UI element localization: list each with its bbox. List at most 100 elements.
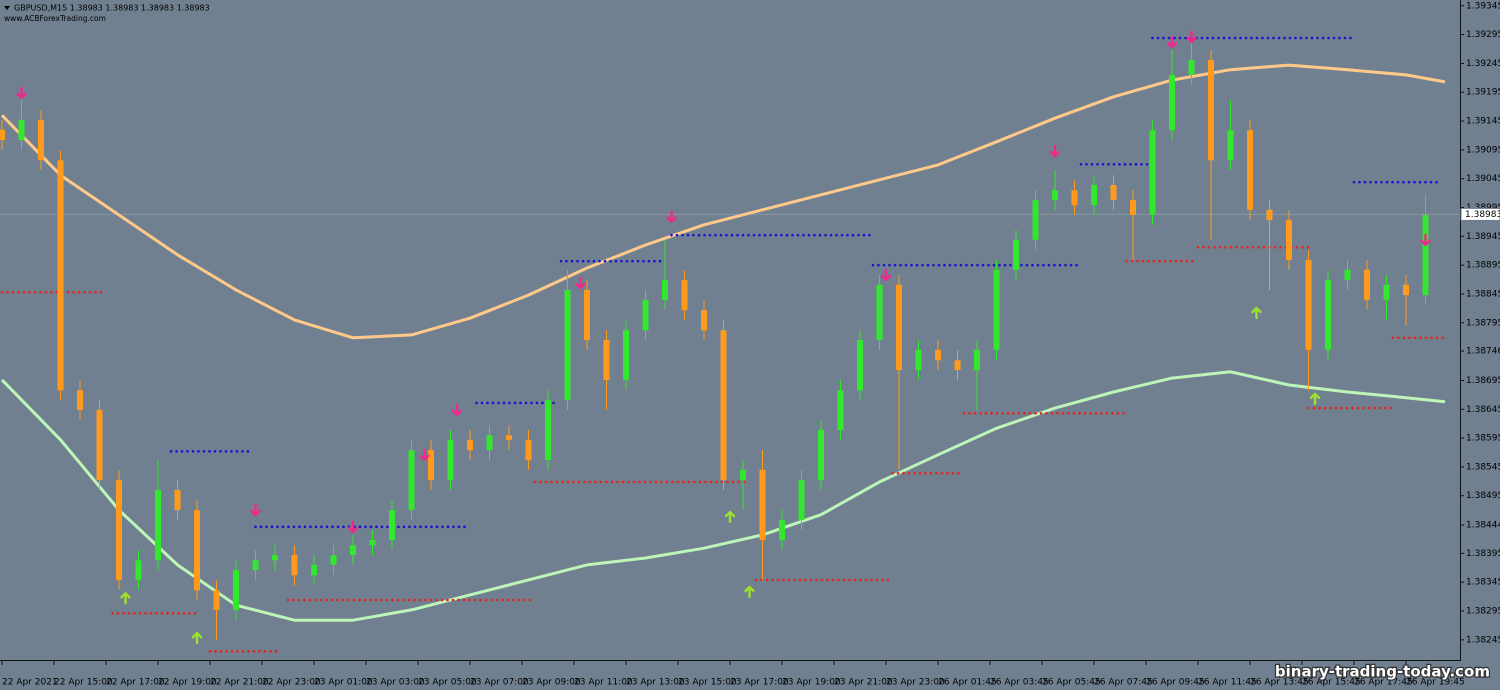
moving-average bbox=[0, 370, 1446, 622]
candle-body bbox=[681, 280, 688, 311]
candle-body bbox=[1188, 59, 1195, 75]
x-tick-label: 23 Apr 21:00 bbox=[834, 678, 893, 688]
candle-body bbox=[311, 564, 317, 576]
x-tick-label: 26 Apr 07:45 bbox=[1094, 678, 1153, 688]
candle-body bbox=[1227, 130, 1234, 161]
candle-body bbox=[116, 480, 122, 580]
x-tick-label: 23 Apr 15:00 bbox=[678, 678, 737, 688]
candle-body bbox=[330, 555, 337, 565]
x-tick-label: 26 Apr 17:45 bbox=[1354, 678, 1413, 688]
candle-body bbox=[467, 439, 473, 451]
x-tick-label: 26 Apr 01:45 bbox=[938, 678, 997, 688]
x-tick-label: 22 Apr 17:00 bbox=[106, 678, 165, 688]
sell-arrow bbox=[451, 403, 463, 417]
candle-body bbox=[1364, 269, 1370, 300]
x-tick-label: 23 Apr 01:00 bbox=[314, 678, 373, 688]
y-tick-label: 1.38595 bbox=[1466, 434, 1500, 444]
x-tick-label: 22 Apr 21:00 bbox=[210, 678, 269, 688]
x-tick-label: 23 Apr 13:00 bbox=[626, 678, 685, 688]
candle-body bbox=[1266, 209, 1273, 221]
x-tick-label: 26 Apr 09:45 bbox=[1146, 678, 1205, 688]
x-tick-label: 26 Apr 03:45 bbox=[990, 678, 1049, 688]
candle-body bbox=[1383, 284, 1390, 300]
x-tick-label: 26 Apr 05:45 bbox=[1042, 678, 1101, 688]
candle-body bbox=[1052, 190, 1058, 201]
sell-arrow bbox=[1420, 233, 1431, 246]
candle-body bbox=[896, 284, 902, 371]
candle-body bbox=[1169, 74, 1175, 131]
x-tick-label: 26 Apr 19:45 bbox=[1406, 678, 1465, 688]
x-tick-label: 23 Apr 11:00 bbox=[574, 678, 633, 688]
candle-body bbox=[584, 289, 590, 341]
candle-body bbox=[740, 469, 746, 481]
candle-body bbox=[993, 269, 1000, 350]
y-tick-label: 1.38345 bbox=[1466, 578, 1500, 588]
candle-body bbox=[291, 555, 298, 576]
candle-body bbox=[525, 439, 532, 460]
candle-body bbox=[38, 119, 44, 161]
sell-arrow bbox=[419, 448, 430, 461]
candle-body bbox=[1110, 185, 1117, 201]
candle-body bbox=[1325, 280, 1331, 350]
candle-body bbox=[506, 435, 512, 440]
candle-body bbox=[213, 590, 220, 610]
candle-body bbox=[701, 310, 707, 331]
x-tick-label: 26 Apr 11:45 bbox=[1198, 678, 1257, 688]
candle-body bbox=[1286, 220, 1292, 260]
sell-arrow bbox=[1186, 30, 1197, 44]
candle-body bbox=[1032, 200, 1039, 240]
candle-body bbox=[720, 330, 727, 481]
candle-body bbox=[96, 409, 103, 481]
y-tick-label: 1.38495 bbox=[1466, 491, 1500, 501]
candle-body bbox=[935, 349, 941, 361]
x-tick-label: 23 Apr 03:00 bbox=[366, 678, 425, 688]
candle-body bbox=[623, 330, 629, 380]
y-tick-label: 1.38444 bbox=[1466, 521, 1500, 531]
candle-body bbox=[1403, 284, 1409, 296]
candle-body bbox=[1149, 130, 1156, 216]
candle-body bbox=[1130, 200, 1136, 216]
sell-arrow bbox=[666, 210, 677, 223]
x-tick-label: 23 Apr 23:00 bbox=[886, 678, 945, 688]
candle-body bbox=[77, 390, 83, 410]
candle-body bbox=[369, 540, 376, 546]
y-tick-label: 1.39045 bbox=[1466, 174, 1500, 184]
y-tick-label: 1.38295 bbox=[1466, 607, 1500, 617]
sell-arrow bbox=[880, 268, 892, 282]
x-tick-label: 22 Apr 2021 bbox=[2, 678, 58, 688]
candle-body bbox=[1422, 215, 1429, 296]
candle-body bbox=[233, 570, 239, 610]
candle-body bbox=[974, 349, 980, 371]
x-tick-label: 23 Apr 07:00 bbox=[470, 678, 529, 688]
candle-body bbox=[1013, 239, 1019, 270]
candle-body bbox=[876, 284, 883, 341]
candle-body bbox=[174, 489, 181, 511]
moving-average bbox=[0, 63, 1446, 340]
chart-subtitle: www.ACBForexTrading.com bbox=[4, 14, 106, 23]
candle-body bbox=[57, 160, 64, 391]
buy-arrow bbox=[724, 510, 736, 524]
candle-body bbox=[564, 289, 571, 401]
y-tick-label: 1.38945 bbox=[1466, 232, 1500, 242]
candle-body bbox=[954, 360, 961, 371]
sell-arrow bbox=[1049, 144, 1061, 158]
candle-body bbox=[135, 560, 142, 580]
candle-body bbox=[1208, 59, 1214, 161]
candle-body bbox=[759, 469, 766, 541]
x-tick-label: 22 Apr 23:00 bbox=[262, 678, 321, 688]
candle-body bbox=[272, 555, 278, 561]
plot-area bbox=[0, 30, 1460, 653]
y-tick-label: 1.39095 bbox=[1466, 145, 1500, 155]
menu-triangle[interactable] bbox=[4, 6, 10, 10]
y-tick-label: 1.38895 bbox=[1466, 261, 1500, 271]
watermark: binary-trading-today.com bbox=[1275, 663, 1490, 681]
candle-body bbox=[857, 340, 863, 391]
candle-body bbox=[662, 280, 668, 300]
x-tick-label: 23 Apr 17:00 bbox=[730, 678, 789, 688]
candle-body bbox=[837, 390, 844, 431]
candle-body bbox=[350, 545, 356, 556]
sell-arrow bbox=[575, 276, 586, 290]
candle-body bbox=[779, 519, 785, 541]
sell-arrow bbox=[347, 520, 359, 534]
buy-arrow bbox=[191, 631, 203, 645]
